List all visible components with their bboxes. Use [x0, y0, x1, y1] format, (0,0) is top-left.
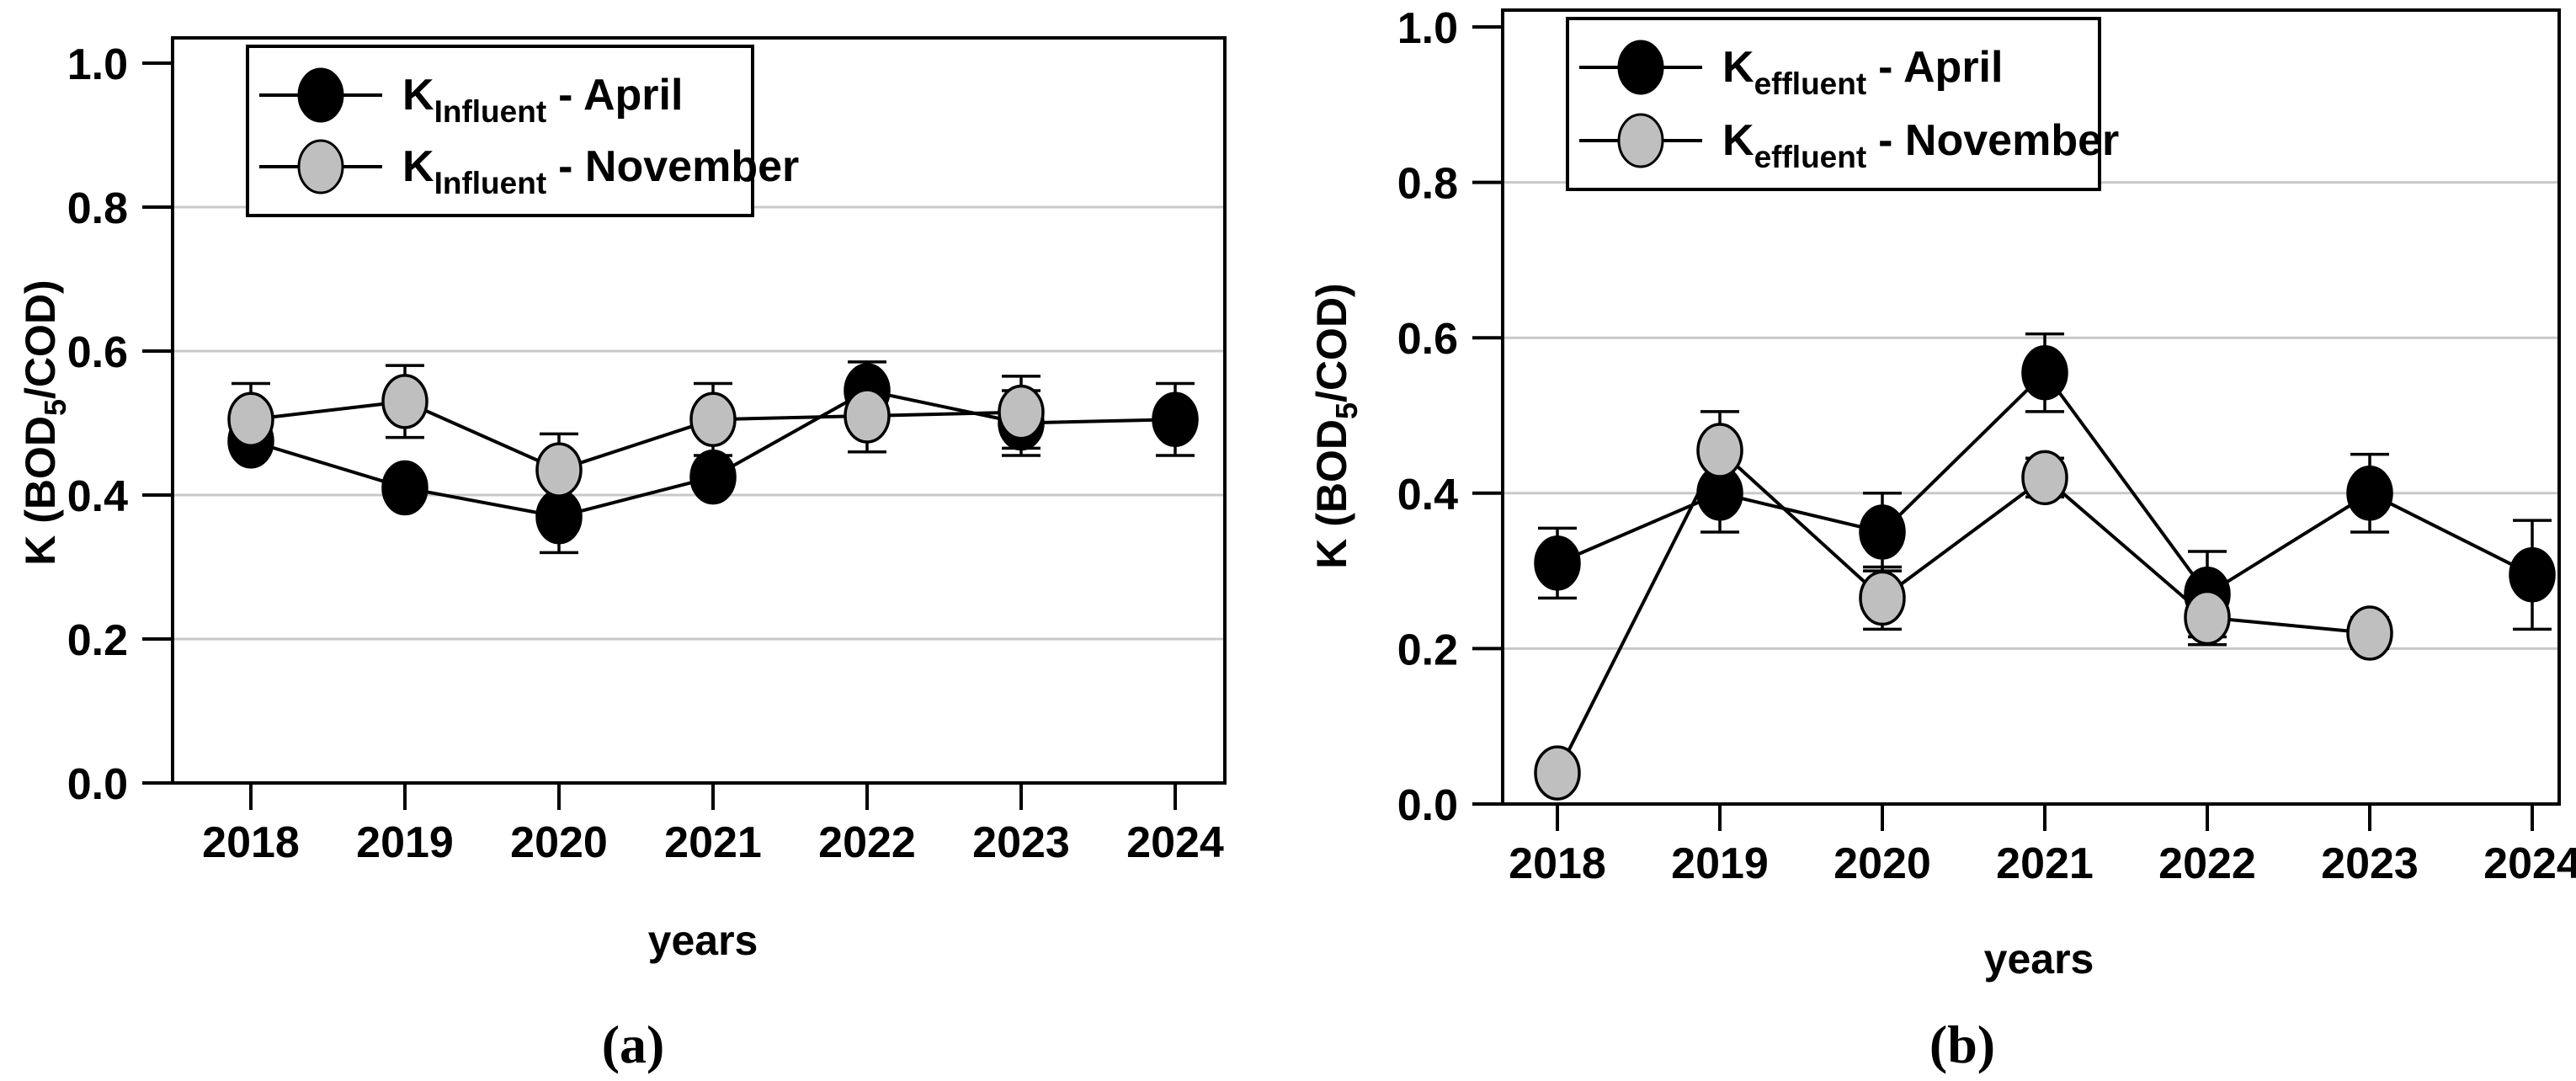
- y-tick-label: 0.2: [67, 616, 128, 665]
- y-tick-label: 0.4: [1397, 471, 1458, 519]
- panel-a: 0.0 0.2 0.4 0.6 0.8 1.0 2018 2019 2020 2021 2022 20…: [67, 36, 1227, 867]
- legend-label: Keffluent - November: [1722, 115, 2120, 174]
- y-tick-label: 0.0: [67, 760, 128, 809]
- y-tick-label: 1.0: [1397, 4, 1458, 53]
- x-tick-label: 2022: [2158, 839, 2256, 888]
- marker-november-2022: [844, 388, 891, 444]
- marker-april-2020: [1859, 504, 1906, 560]
- legend-item-influent-april: KInfluent - April: [258, 65, 742, 129]
- marker-april-2020: [535, 488, 583, 545]
- series-line-1: [250, 399, 1022, 472]
- x-tick-label: 2020: [1834, 839, 1931, 888]
- y-axis-title-panel-b: K (BOD5/COD): [1308, 283, 1364, 569]
- x-tick-label: 2018: [202, 818, 300, 867]
- y-axis-title-panel-a: K (BOD5/COD): [17, 280, 72, 566]
- x-tick-label: 2022: [818, 818, 916, 867]
- y-tick-label: 0.4: [67, 472, 128, 521]
- april-marker-icon: [259, 67, 382, 123]
- marker-november-2023: [998, 384, 1045, 440]
- legend-item-effluent-november: Keffluent - November: [1578, 110, 2119, 174]
- marker-november-2018: [227, 391, 274, 447]
- marker-november-2021: [689, 391, 737, 447]
- marker-april-2024: [2509, 546, 2556, 603]
- y-tick-label: 0.8: [1397, 160, 1458, 209]
- caption-panel-b: (b): [1929, 1014, 1996, 1074]
- y-tick-label: 0.6: [1397, 315, 1458, 364]
- november-marker-icon: [259, 139, 382, 194]
- legend-panel-b: Keffluent - April Keffluent - November: [1566, 17, 2119, 191]
- legend-label: KInfluent - April: [402, 70, 684, 129]
- y-tick-label: 0.2: [1397, 626, 1458, 674]
- x-tick-label: 2023: [972, 818, 1070, 867]
- x-tick-label: 2019: [1671, 839, 1769, 888]
- x-tick-label: 2018: [1509, 839, 1606, 888]
- marker-november-2021: [2021, 450, 2068, 506]
- y-tick-label: 1.0: [67, 40, 128, 89]
- marker-november-2022: [2184, 589, 2231, 646]
- plot-frame: [1501, 8, 2561, 806]
- y-tick-label: 0.6: [67, 328, 128, 377]
- marker-april-2021: [2021, 344, 2068, 401]
- x-tick-label: 2021: [664, 818, 762, 867]
- plot-frame: [171, 36, 1227, 785]
- x-tick-label: 2024: [1126, 818, 1224, 867]
- marker-november-2018: [1534, 745, 1581, 801]
- series-line-1: [1556, 447, 2371, 774]
- marker-november-2019: [1696, 423, 1743, 478]
- marker-april-2024: [1152, 391, 1199, 447]
- x-tick-label: 2020: [510, 818, 608, 867]
- x-tick-label: 2019: [356, 818, 454, 867]
- legend-label: KInfluent - November: [402, 142, 800, 201]
- caption-panel-a: (a): [601, 1014, 665, 1074]
- y-tick-label: 0.0: [1397, 781, 1458, 830]
- april-marker-icon: [1579, 40, 1702, 95]
- marker-november-2020: [535, 442, 583, 498]
- legend-item-influent-november: KInfluent - November: [258, 136, 799, 200]
- marker-november-2019: [381, 374, 428, 429]
- marker-april-2018: [1534, 535, 1581, 591]
- x-axis-title-panel-a: years: [647, 917, 758, 964]
- y-tick-label: 0.8: [67, 184, 128, 233]
- marker-april-2023: [2346, 466, 2393, 521]
- marker-april-2021: [689, 449, 737, 505]
- x-tick-label: 2024: [2483, 839, 2576, 888]
- x-tick-label: 2021: [1996, 839, 2094, 888]
- x-axis-title-panel-b: years: [1983, 935, 2094, 982]
- marker-november-2020: [1859, 570, 1906, 626]
- marker-november-2023: [2346, 605, 2393, 661]
- november-marker-icon: [1579, 113, 1702, 168]
- marker-april-2019: [381, 460, 428, 516]
- legend-label: Keffluent - April: [1722, 43, 2004, 102]
- legend-item-effluent-april: Keffluent - April: [1578, 37, 2089, 102]
- x-tick-label: 2023: [2321, 839, 2419, 888]
- legend-panel-a: KInfluent - April KInfluent - November: [246, 45, 799, 217]
